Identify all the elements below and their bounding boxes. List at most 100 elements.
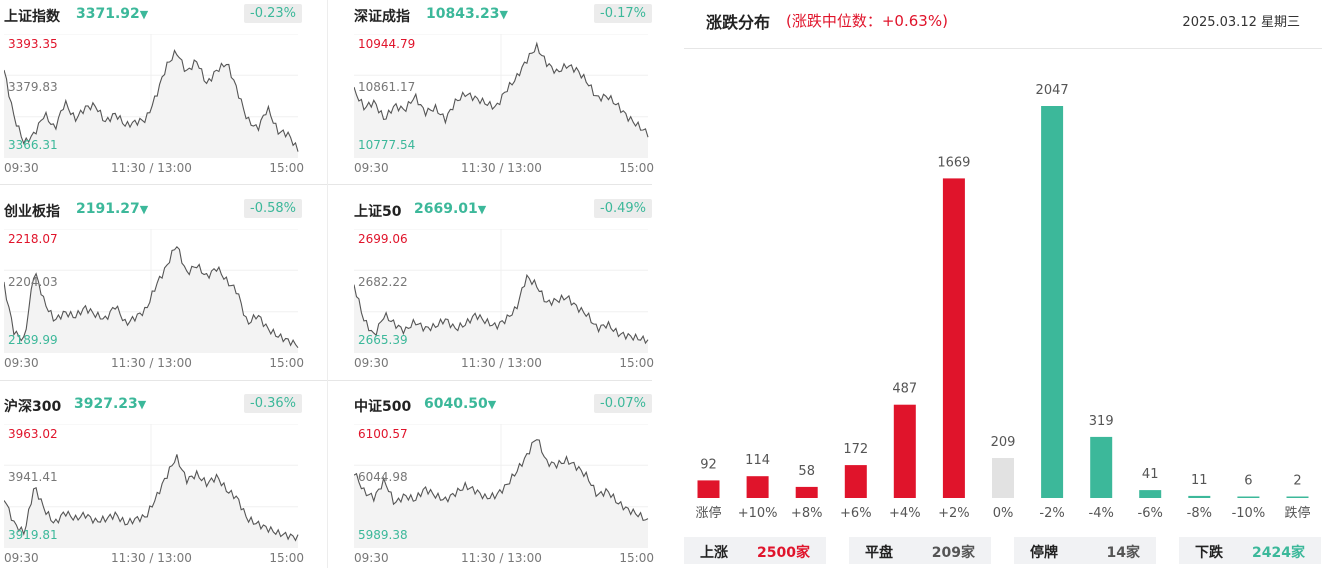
bar-value-label: 58 bbox=[798, 464, 815, 479]
distribution-bar[interactable] bbox=[942, 178, 965, 498]
distribution-bar[interactable] bbox=[1090, 436, 1113, 498]
y-mid-label: 3941.41 bbox=[8, 470, 58, 484]
summary-suspended: 停牌 14家 bbox=[1014, 537, 1156, 564]
index-price: 3371.92▼ bbox=[76, 6, 148, 22]
index-change-badge: -0.49% bbox=[594, 199, 652, 218]
x-label-mid: 11:30 / 13:00 bbox=[111, 356, 192, 370]
y-mid-label: 10861.17 bbox=[358, 80, 416, 94]
index-change-badge: -0.36% bbox=[244, 394, 302, 413]
index-card-zz500[interactable]: 中证500 6040.50▼ -0.07% 6100.57 6044.98 59… bbox=[354, 390, 654, 576]
down-arrow-icon: ▼ bbox=[499, 8, 508, 21]
intraday-chart bbox=[4, 229, 299, 353]
index-card-sh[interactable]: 上证指数 3371.92▼ -0.23% 3393.35 3379.83 336… bbox=[4, 0, 304, 186]
x-label-open: 09:30 bbox=[354, 356, 389, 370]
index-name: 上证指数 bbox=[4, 9, 60, 25]
index-header: 创业板指 2191.27▼ -0.58% bbox=[4, 199, 304, 223]
index-price-value: 10843.23 bbox=[426, 6, 500, 22]
index-header: 深证成指 10843.23▼ -0.17% bbox=[354, 4, 654, 28]
y-mid-label: 2682.22 bbox=[358, 275, 408, 289]
summary-value: 2424家 bbox=[1252, 545, 1305, 561]
intraday-chart bbox=[354, 34, 649, 158]
y-low-label: 3919.81 bbox=[8, 528, 58, 542]
bar-value-label: 92 bbox=[700, 457, 717, 472]
price-area bbox=[4, 454, 298, 548]
distribution-bar[interactable] bbox=[746, 476, 769, 498]
distribution-bar[interactable] bbox=[795, 486, 818, 498]
y-high-label: 3393.35 bbox=[8, 37, 58, 51]
y-high-label: 3963.02 bbox=[8, 427, 58, 441]
bar-category-label: -8% bbox=[1187, 506, 1212, 521]
bar-value-label: 114 bbox=[745, 453, 770, 468]
x-label-mid: 11:30 / 13:00 bbox=[111, 551, 192, 565]
x-label-open: 09:30 bbox=[4, 356, 39, 370]
x-label-close: 15:00 bbox=[619, 551, 654, 565]
summary-label: 平盘 bbox=[865, 545, 893, 561]
index-change-badge: -0.07% bbox=[594, 394, 652, 413]
index-name: 沪深300 bbox=[4, 399, 62, 415]
distribution-bar[interactable] bbox=[992, 458, 1014, 498]
x-label-close: 15:00 bbox=[619, 161, 654, 175]
index-change-badge: -0.58% bbox=[244, 199, 302, 218]
y-low-label: 2665.39 bbox=[358, 333, 408, 347]
y-high-label: 2699.06 bbox=[358, 232, 408, 246]
index-change-badge: -0.17% bbox=[594, 4, 652, 23]
index-card-hs300[interactable]: 沪深300 3927.23▼ -0.36% 3963.02 3941.41 39… bbox=[4, 390, 304, 576]
y-high-label: 10944.79 bbox=[358, 37, 416, 51]
price-line bbox=[354, 273, 649, 345]
index-price: 2191.27▼ bbox=[76, 201, 148, 217]
index-price: 2669.01▼ bbox=[414, 201, 486, 217]
down-arrow-icon: ▼ bbox=[477, 203, 487, 216]
distribution-bar[interactable] bbox=[1139, 490, 1162, 498]
distribution-bar[interactable] bbox=[1188, 495, 1211, 498]
index-price: 6040.50▼ bbox=[424, 396, 496, 412]
price-line bbox=[4, 454, 299, 542]
price-line bbox=[354, 41, 649, 138]
intraday-chart bbox=[354, 229, 649, 353]
y-low-label: 2189.99 bbox=[8, 333, 58, 347]
distribution-bar[interactable] bbox=[1286, 496, 1309, 499]
summary-label: 上涨 bbox=[700, 545, 728, 561]
index-card-sz[interactable]: 深证成指 10843.23▼ -0.17% 10944.79 10861.17 … bbox=[354, 0, 654, 186]
x-label-close: 15:00 bbox=[269, 161, 304, 175]
bar-value-label: 209 bbox=[991, 435, 1016, 450]
header-divider bbox=[684, 48, 1322, 49]
bar-category-label: +8% bbox=[791, 506, 823, 521]
x-label-mid: 11:30 / 13:00 bbox=[461, 161, 542, 175]
intraday-chart bbox=[354, 424, 649, 548]
index-price: 3927.23▼ bbox=[74, 396, 146, 412]
distribution-bar[interactable] bbox=[1237, 496, 1260, 499]
bar-category-label: 跌停 bbox=[1284, 505, 1310, 521]
index-change-badge: -0.23% bbox=[244, 4, 302, 23]
down-arrow-icon: ▼ bbox=[137, 398, 147, 411]
row-divider bbox=[0, 380, 652, 381]
x-label-mid: 11:30 / 13:00 bbox=[461, 356, 542, 370]
distribution-bar[interactable] bbox=[844, 465, 867, 498]
bar-category-label: +2% bbox=[938, 506, 970, 521]
bar-category-label: -2% bbox=[1039, 506, 1064, 521]
y-high-label: 6100.57 bbox=[358, 427, 408, 441]
y-low-label: 5989.38 bbox=[358, 528, 408, 542]
index-card-cyb[interactable]: 创业板指 2191.27▼ -0.58% 2218.07 2204.03 218… bbox=[4, 195, 304, 381]
index-header: 沪深300 3927.23▼ -0.36% bbox=[4, 394, 304, 418]
index-card-sz50[interactable]: 上证50 2669.01▼ -0.49% 2699.06 2682.22 266… bbox=[354, 195, 654, 381]
distribution-title: 涨跌分布 bbox=[706, 13, 771, 32]
x-label-open: 09:30 bbox=[4, 551, 39, 565]
index-name: 深证成指 bbox=[354, 9, 410, 25]
x-label-mid: 11:30 / 13:00 bbox=[461, 551, 542, 565]
column-divider bbox=[327, 0, 328, 568]
bar-category-label: -4% bbox=[1089, 506, 1114, 521]
y-mid-label: 6044.98 bbox=[358, 470, 408, 484]
y-mid-label: 2204.03 bbox=[8, 275, 58, 289]
distribution-bar[interactable] bbox=[1041, 106, 1064, 498]
intraday-chart bbox=[4, 34, 299, 158]
x-label-close: 15:00 bbox=[619, 356, 654, 370]
price-area bbox=[4, 50, 298, 158]
index-header: 上证50 2669.01▼ -0.49% bbox=[354, 199, 654, 223]
summary-up: 上涨 2500家 bbox=[684, 537, 826, 564]
summary-flat: 平盘 209家 bbox=[849, 537, 991, 564]
x-label-close: 15:00 bbox=[269, 356, 304, 370]
distribution-bar[interactable] bbox=[893, 404, 916, 498]
distribution-bar[interactable] bbox=[697, 480, 720, 498]
summary-label: 下跌 bbox=[1195, 545, 1223, 561]
price-area bbox=[354, 439, 648, 548]
